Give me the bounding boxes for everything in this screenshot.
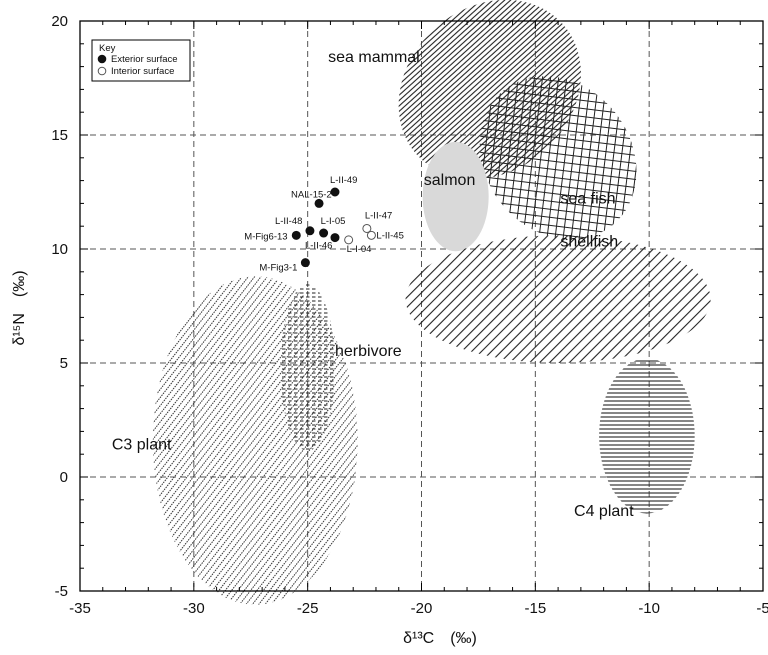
y-tick-label: 20	[51, 13, 68, 30]
point-l-i-05	[319, 228, 329, 238]
legend-marker-interior	[97, 66, 107, 76]
region-label-sea-fish: sea fish	[560, 190, 615, 207]
point-label-l-i-05: L-I-05	[321, 216, 346, 227]
y-tick-label: -5	[55, 583, 68, 600]
point-label-l-ii-46: L-II-46	[305, 241, 332, 252]
x-tick-label: -15	[524, 600, 546, 617]
point-l-ii-47	[362, 223, 372, 233]
legend-marker-exterior	[97, 54, 107, 64]
x-tick-label: -10	[638, 600, 660, 617]
point-label-m-fig6-13: M-Fig6-13	[244, 231, 287, 242]
region-salmon	[422, 141, 489, 252]
point-label-l-i-04: L-I-04	[347, 244, 372, 255]
region-label-c3-plant: C3 plant	[112, 437, 172, 454]
point-label-l-ii-48: L-II-48	[275, 216, 302, 227]
region-c3-plant	[152, 276, 358, 605]
region-shellfish	[405, 235, 711, 363]
y-tick-label: 15	[51, 127, 68, 144]
y-tick-label: 0	[60, 469, 68, 486]
region-label-sea-mammal: sea mammal	[328, 49, 420, 66]
y-tick-label: 10	[51, 241, 68, 258]
region-label-c4-plant: C4 plant	[574, 503, 634, 520]
y-tick-label: 5	[60, 355, 68, 372]
point-label-m-fig3-1: M-Fig3-1	[259, 263, 297, 274]
point-l-ii-46	[330, 233, 340, 243]
region-label-shellfish: shellfish	[560, 234, 618, 251]
region-sea-fish	[479, 76, 637, 240]
x-tick-label: -30	[183, 600, 205, 617]
point-m-fig3-1	[300, 258, 310, 268]
region-label-herbivore: herbivore	[335, 343, 402, 360]
point-l-i-04	[344, 235, 354, 245]
food-source-regions: sea mammal sea fish salmon shellfish herbivo…	[112, 0, 711, 605]
legend-box	[91, 39, 191, 82]
x-tick-label: -5	[756, 600, 768, 617]
x-tick-label: -20	[411, 600, 433, 617]
point-label-nal-15-2: NAL-15-2	[291, 189, 332, 200]
point-label-l-ii-49: L-II-49	[330, 175, 357, 186]
legend-label-interior: Interior surface	[111, 66, 174, 77]
data-points: L-II-49 NAL-15-2 L-II-48 L-I-05 L-II-46 M-Fig…	[244, 175, 404, 274]
y-axis-title: δ¹⁵N (‰)	[11, 270, 28, 345]
point-m-fig6-13	[291, 230, 301, 240]
legend-title: Key	[99, 43, 116, 54]
point-label-l-ii-45: L-II-45	[376, 230, 403, 241]
x-tick-label: -25	[297, 600, 319, 617]
point-label-l-ii-47: L-II-47	[365, 210, 392, 221]
x-tick-label: -35	[69, 600, 91, 617]
region-label-salmon: salmon	[424, 172, 476, 189]
x-axis-title: δ¹³C (‰)	[403, 630, 477, 647]
point-l-ii-45	[366, 230, 376, 240]
axis-ticks: -35 -30 -25 -20 -15 -10 -5 -5 0 5 10 15 20	[51, 13, 768, 617]
point-nal-15-2	[314, 198, 324, 208]
legend-label-exterior: Exterior surface	[111, 54, 178, 65]
point-l-ii-49	[330, 187, 340, 197]
region-c4-plant	[599, 358, 695, 514]
point-l-ii-48	[305, 226, 315, 236]
